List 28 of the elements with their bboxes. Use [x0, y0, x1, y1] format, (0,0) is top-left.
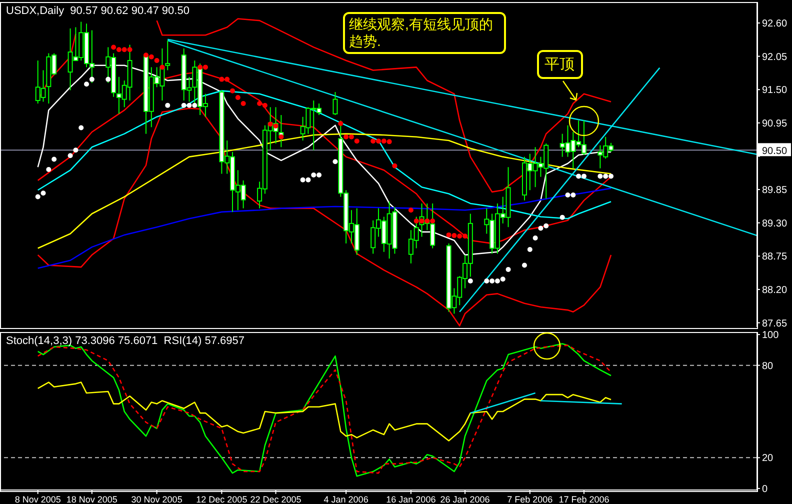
- y-tick-label: 88.20: [762, 285, 788, 296]
- y-tick-label: 80: [762, 360, 774, 372]
- y-tick-label: 89.85: [762, 185, 788, 196]
- y-tick-label: 100: [762, 330, 780, 342]
- x-tick-label: 12 Dec 2005: [196, 494, 248, 504]
- x-tick-label: 4 Jan 2006: [324, 494, 368, 504]
- annotation: 平顶: [536, 50, 583, 79]
- chart-title: Stoch(14,3,3) 73.3096 75.6071 RSI(14) 57.6957: [6, 335, 245, 347]
- x-tick-label: 7 Feb 2006: [507, 494, 553, 504]
- y-tick-label: 87.65: [762, 318, 788, 330]
- y-tick-label: 92.60: [762, 18, 788, 30]
- x-tick-label: 22 Dec 2005: [250, 494, 302, 504]
- y-tick-label: 0: [762, 484, 768, 496]
- ref-line-label: 90.50: [762, 146, 788, 158]
- x-tick-label: 30 Nov 2005: [131, 494, 182, 504]
- x-tick-label: 18 Nov 2005: [66, 494, 118, 504]
- y-tick-label: 88.75: [762, 252, 788, 263]
- y-tick-label: 90.95: [762, 118, 788, 130]
- x-tick-label: 17 Feb 2006: [558, 494, 610, 504]
- y-tick-label: 92.05: [762, 52, 788, 63]
- y-tick-label: 20: [762, 453, 774, 464]
- x-tick-label: 26 Jan 2006: [440, 494, 490, 504]
- y-tick-label: 89.30: [762, 218, 788, 230]
- y-tick-label: 91.50: [762, 85, 788, 96]
- x-tick-label: 8 Nov 2005: [14, 494, 61, 504]
- x-tick-label: 16 Jan 2006: [386, 494, 436, 504]
- annotation: 继续观察,有短线见顶的趋势.: [343, 12, 506, 54]
- chart-title: USDX,Daily 90.57 90.62 90.47 90.50: [6, 5, 190, 17]
